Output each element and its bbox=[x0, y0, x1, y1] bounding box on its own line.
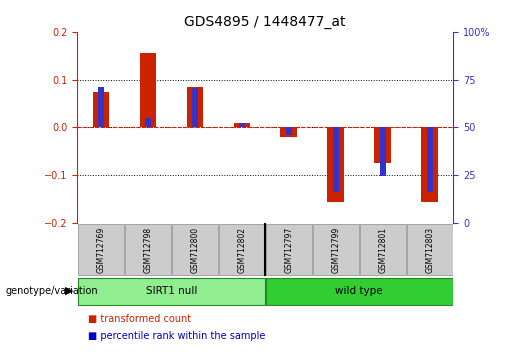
Bar bbox=[140, 53, 156, 127]
Bar bbox=[333, 127, 338, 192]
Bar bbox=[186, 87, 203, 127]
Bar bbox=[78, 278, 265, 305]
Bar bbox=[266, 278, 453, 305]
Bar bbox=[374, 127, 391, 163]
Text: GSM712803: GSM712803 bbox=[425, 227, 434, 273]
Bar bbox=[233, 123, 250, 127]
Bar bbox=[219, 224, 265, 275]
Text: ▶: ▶ bbox=[65, 286, 74, 296]
Bar bbox=[281, 127, 297, 137]
Title: GDS4895 / 1448477_at: GDS4895 / 1448477_at bbox=[184, 16, 346, 29]
Bar bbox=[427, 127, 433, 192]
Bar bbox=[98, 87, 104, 127]
Bar bbox=[421, 127, 438, 201]
Text: genotype/variation: genotype/variation bbox=[5, 286, 98, 296]
Text: SIRT1 null: SIRT1 null bbox=[146, 286, 197, 296]
Bar bbox=[78, 224, 124, 275]
Bar bbox=[125, 224, 171, 275]
Bar bbox=[171, 224, 218, 275]
Text: ■ percentile rank within the sample: ■ percentile rank within the sample bbox=[88, 331, 265, 341]
Bar bbox=[192, 88, 198, 127]
Bar bbox=[266, 224, 312, 275]
Text: wild type: wild type bbox=[335, 286, 383, 296]
Bar bbox=[286, 127, 291, 135]
Text: ■ transformed count: ■ transformed count bbox=[88, 314, 191, 324]
Bar bbox=[328, 127, 344, 201]
Bar bbox=[407, 224, 453, 275]
Text: GSM712799: GSM712799 bbox=[331, 227, 340, 273]
Text: GSM712769: GSM712769 bbox=[96, 227, 105, 273]
Bar bbox=[239, 123, 245, 127]
Text: GSM712800: GSM712800 bbox=[190, 227, 199, 273]
Bar bbox=[380, 127, 386, 176]
Text: GSM712801: GSM712801 bbox=[378, 227, 387, 273]
Bar bbox=[313, 224, 359, 275]
Bar bbox=[359, 224, 406, 275]
Bar bbox=[93, 92, 109, 127]
Text: GSM712802: GSM712802 bbox=[237, 227, 246, 273]
Text: GSM712798: GSM712798 bbox=[143, 227, 152, 273]
Text: GSM712797: GSM712797 bbox=[284, 227, 293, 273]
Bar bbox=[145, 118, 150, 127]
